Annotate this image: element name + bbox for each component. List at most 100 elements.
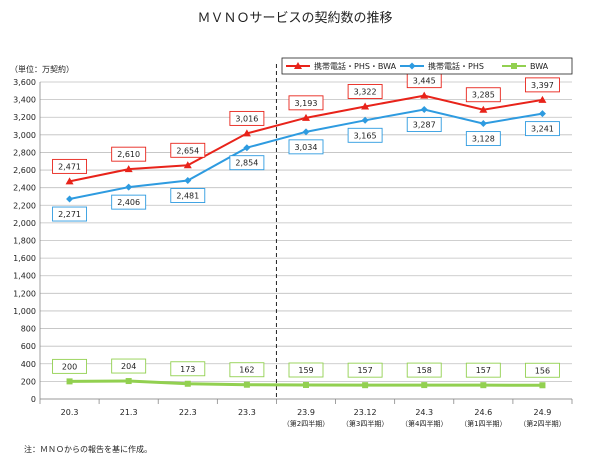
data-label: 2,481 <box>170 188 206 203</box>
x-tick-label: 20.3 <box>61 408 79 417</box>
legend: 携帯電話・PHS・BWA 携帯電話・PHS BWA <box>281 57 573 75</box>
data-label-text: 3,397 <box>531 81 554 90</box>
y-tick-label: 200 <box>21 377 36 386</box>
x-tick-sublabel: （第4四半期） <box>401 419 447 428</box>
data-label-box <box>111 146 147 162</box>
data-point <box>242 129 251 137</box>
data-point <box>294 62 302 69</box>
data-point <box>66 195 74 203</box>
data-label-box <box>347 127 383 143</box>
data-label: 200 <box>52 358 88 374</box>
y-tick-label: 2,200 <box>13 201 36 210</box>
data-label-text: 3,445 <box>413 77 436 86</box>
data-label-box <box>524 77 560 93</box>
data-label: 173 <box>170 361 206 377</box>
data-label: 3,241 <box>524 121 560 137</box>
x-tick-label: 22.3 <box>179 408 197 417</box>
data-point <box>361 116 369 124</box>
data-label: 2,654 <box>170 142 206 158</box>
unit-label: （単位：万契約） <box>10 64 74 74</box>
data-label-text: 173 <box>180 365 195 374</box>
data-label: 157 <box>347 362 383 378</box>
data-label-text: 3,285 <box>472 91 495 100</box>
data-label-text: 3,128 <box>472 135 495 144</box>
data-label-box <box>229 362 265 378</box>
x-tick-sublabel: （第1四半期） <box>460 419 506 428</box>
data-label: 162 <box>229 362 265 378</box>
data-point <box>65 177 74 185</box>
data-label-text: 156 <box>535 366 550 375</box>
y-tick-label: 1,200 <box>13 289 36 298</box>
data-label-text: 2,854 <box>235 159 258 168</box>
data-label-text: 200 <box>62 362 77 371</box>
y-axis-ticks: 0 200 400 600 800 1,000 1,200 1,400 1,600 1,800 2,… <box>13 78 36 404</box>
x-tick-sublabel: （第2四半期） <box>519 419 565 428</box>
data-label-box <box>465 131 501 147</box>
data-point <box>302 128 310 136</box>
data-label-text: 159 <box>298 366 313 375</box>
chart-title: ＭＶＮＯサービスの契約数の推移 <box>197 11 392 26</box>
data-label: 157 <box>465 362 501 378</box>
x-tick-label: 24.6 <box>474 408 492 417</box>
y-tick-label: 1,600 <box>13 254 36 263</box>
data-label-box <box>52 158 88 174</box>
data-label: 204 <box>111 358 147 374</box>
data-label-box <box>288 362 324 378</box>
data-label-text: 158 <box>417 366 432 375</box>
y-tick-label: 800 <box>21 325 36 334</box>
data-label-box <box>406 362 442 378</box>
y-tick-label: 600 <box>21 342 36 351</box>
data-label: 2,406 <box>111 194 147 210</box>
data-label-text: 3,193 <box>295 99 318 108</box>
y-tick-label: 2,000 <box>13 219 36 228</box>
data-label: 158 <box>406 362 442 378</box>
data-label: 2,854 <box>229 155 265 171</box>
data-label: 159 <box>288 362 324 378</box>
y-tick-label: 3,000 <box>13 131 36 140</box>
data-label: 3,322 <box>347 84 383 99</box>
data-point <box>66 378 73 385</box>
data-label-box <box>288 95 324 111</box>
data-label-box <box>347 84 383 99</box>
data-label-text: 2,406 <box>117 198 140 207</box>
data-label-text: 157 <box>357 366 372 375</box>
x-tick-label: 24.3 <box>415 408 433 417</box>
x-axis-ticks: 20.3 21.3 22.3 23.3 23.9 （第2四半期） 23.12 （第3四半期） 2… <box>61 408 566 428</box>
data-label-text: 2,610 <box>117 150 140 159</box>
legend-box <box>281 57 573 75</box>
y-tick-label: 1,000 <box>13 307 36 316</box>
data-label: 3,397 <box>524 77 560 93</box>
data-point <box>362 382 369 389</box>
y-tick-label: 3,200 <box>13 113 36 122</box>
data-point <box>408 62 416 70</box>
data-label-box <box>52 206 88 222</box>
legend-label: 携帯電話・PHS <box>428 61 484 71</box>
x-tick-sublabel: （第3四半期） <box>342 419 388 428</box>
data-point <box>125 183 133 191</box>
data-label: 3,034 <box>288 139 324 155</box>
data-label-text: 204 <box>121 362 136 371</box>
data-label-text: 2,654 <box>176 146 199 155</box>
legend-label: 携帯電話・PHS・BWA <box>314 61 397 71</box>
data-label-text: 3,322 <box>354 87 377 96</box>
data-label-text: 162 <box>239 366 254 375</box>
data-point <box>302 113 310 121</box>
x-tick-label: 23.3 <box>238 408 256 417</box>
series-triangle: 2,471 2,610 2,654 3,016 3,193 3,322 3,445 3,285… <box>52 73 560 185</box>
data-label: 2,471 <box>52 158 88 174</box>
data-point <box>480 382 487 389</box>
data-point <box>361 102 370 110</box>
data-label-box <box>288 139 324 155</box>
data-label: 2,610 <box>111 146 147 162</box>
data-label-text: 2,271 <box>58 210 81 219</box>
x-tick-label: 23.9 <box>297 408 315 417</box>
data-label-box <box>524 121 560 137</box>
series-square: 200 204 173 162 159 157 158 157 156 <box>52 358 560 389</box>
footnote: 注：ＭＮＯからの報告を基に作成。 <box>24 444 152 454</box>
data-point <box>420 91 429 99</box>
data-label-text: 3,287 <box>413 121 436 130</box>
y-tick-label: 3,400 <box>13 96 36 105</box>
data-label: 3,287 <box>406 117 442 133</box>
y-tick-label: 2,600 <box>13 166 36 175</box>
